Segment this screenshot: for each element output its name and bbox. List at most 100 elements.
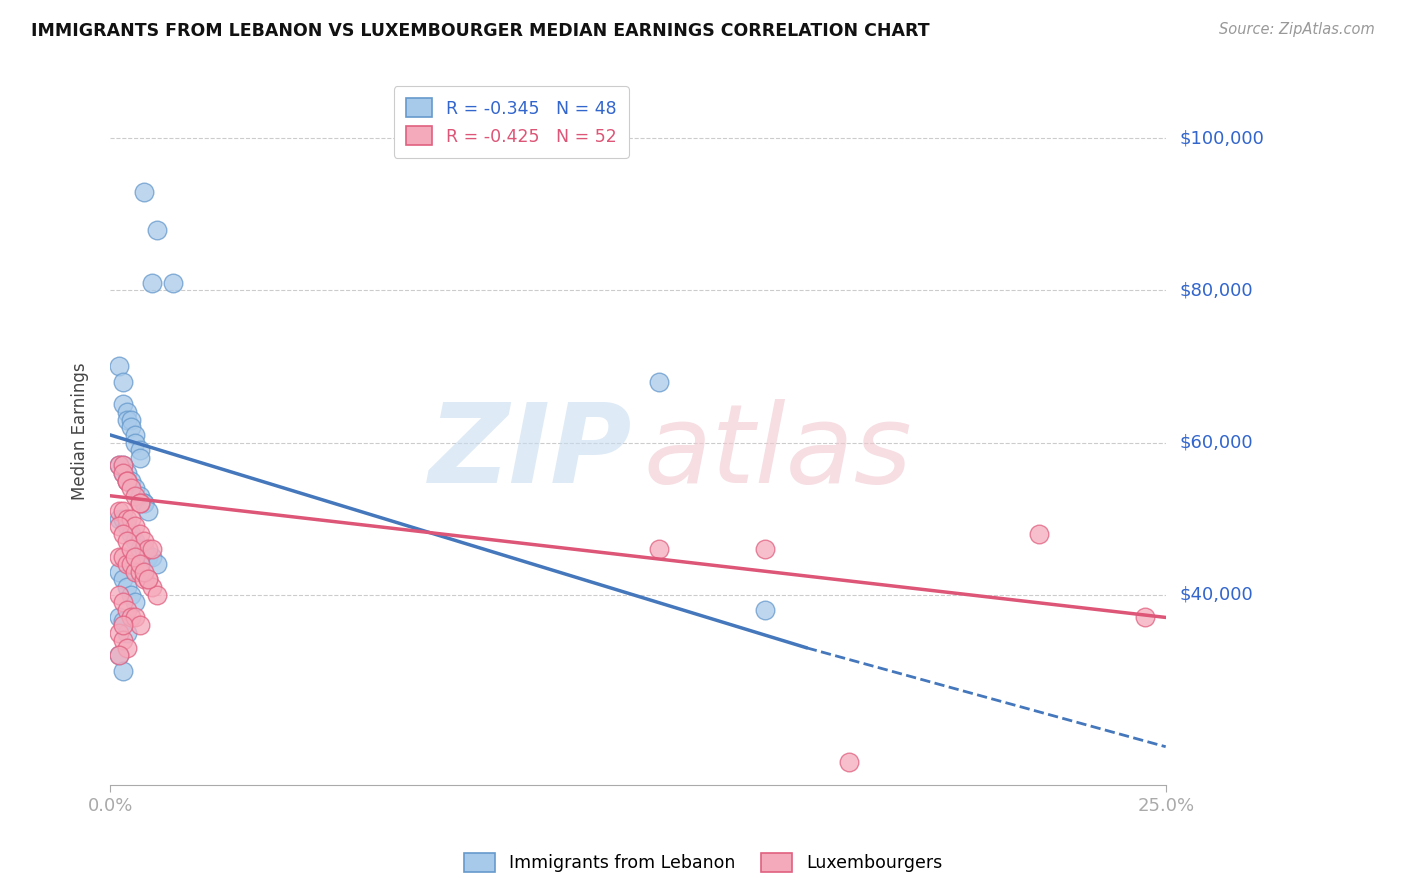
Point (115, 603, 138, 617)
Point (111, 504, 134, 518)
Point (107, 458, 129, 473)
Point (128, 565, 150, 579)
Point (120, 511, 142, 525)
Text: atlas: atlas (643, 399, 911, 506)
Point (111, 458, 134, 473)
Point (754, 603, 776, 617)
Point (124, 549, 146, 564)
Point (136, 549, 159, 564)
Text: $40,000: $40,000 (1180, 586, 1253, 604)
Text: Source: ZipAtlas.com: Source: ZipAtlas.com (1219, 22, 1375, 37)
Point (111, 526, 134, 541)
Point (111, 466, 134, 480)
Point (115, 580, 138, 594)
Point (115, 511, 138, 525)
Point (132, 185, 155, 199)
Point (107, 588, 129, 602)
Point (136, 541, 159, 556)
Point (124, 519, 146, 533)
Point (111, 375, 134, 389)
Point (128, 489, 150, 503)
Point (124, 435, 146, 450)
Point (136, 504, 159, 518)
Point (128, 450, 150, 465)
Point (120, 610, 142, 624)
Point (107, 610, 129, 624)
Point (115, 519, 138, 533)
Point (115, 466, 138, 480)
Point (120, 558, 142, 572)
Point (115, 413, 138, 427)
Point (111, 511, 134, 525)
Point (132, 541, 155, 556)
Point (107, 565, 129, 579)
Point (115, 534, 138, 549)
Point (115, 474, 138, 488)
Point (107, 625, 129, 640)
Point (124, 610, 146, 624)
Point (111, 595, 134, 609)
Point (111, 614, 134, 628)
Point (107, 504, 129, 518)
Point (754, 541, 776, 556)
Text: ZIP: ZIP (429, 399, 633, 506)
Point (124, 534, 146, 549)
Point (115, 625, 138, 640)
Point (120, 541, 142, 556)
Point (111, 466, 134, 480)
Point (128, 443, 150, 458)
Point (145, 558, 167, 572)
Text: $80,000: $80,000 (1180, 281, 1253, 300)
Point (124, 489, 146, 503)
Point (115, 405, 138, 419)
Point (128, 558, 150, 572)
Point (111, 618, 134, 632)
Point (107, 519, 129, 533)
Point (136, 573, 159, 587)
Point (132, 534, 155, 549)
Point (162, 276, 184, 290)
Point (128, 526, 150, 541)
Point (120, 588, 142, 602)
Point (115, 640, 138, 655)
Point (107, 648, 129, 663)
Text: $100,000: $100,000 (1180, 129, 1264, 147)
Point (141, 580, 163, 594)
Text: $60,000: $60,000 (1180, 434, 1253, 451)
Point (128, 618, 150, 632)
Point (1133, 610, 1156, 624)
Point (124, 565, 146, 579)
Point (1028, 526, 1050, 541)
Point (111, 549, 134, 564)
Point (132, 496, 155, 510)
Point (111, 397, 134, 411)
Point (120, 420, 142, 434)
Point (648, 541, 671, 556)
Text: IMMIGRANTS FROM LEBANON VS LUXEMBOURGER MEDIAN EARNINGS CORRELATION CHART: IMMIGRANTS FROM LEBANON VS LUXEMBOURGER … (31, 22, 929, 40)
Point (107, 648, 129, 663)
Legend: R = -0.345   N = 48, R = -0.425   N = 52: R = -0.345 N = 48, R = -0.425 N = 52 (394, 87, 628, 158)
Point (838, 755, 860, 769)
Point (124, 595, 146, 609)
Point (107, 511, 129, 525)
Legend: Immigrants from Lebanon, Luxembourgers: Immigrants from Lebanon, Luxembourgers (457, 846, 949, 879)
Point (115, 474, 138, 488)
Y-axis label: Median Earnings: Median Earnings (72, 362, 89, 500)
Point (141, 276, 163, 290)
Point (141, 549, 163, 564)
Point (141, 541, 163, 556)
Point (111, 458, 134, 473)
Point (111, 573, 134, 587)
Point (128, 496, 150, 510)
Point (132, 565, 155, 579)
Point (124, 481, 146, 495)
Point (145, 222, 167, 236)
Point (128, 496, 150, 510)
Point (132, 573, 155, 587)
Point (111, 664, 134, 678)
Point (120, 474, 142, 488)
Point (120, 526, 142, 541)
Point (107, 458, 129, 473)
Point (120, 481, 142, 495)
Point (128, 541, 150, 556)
